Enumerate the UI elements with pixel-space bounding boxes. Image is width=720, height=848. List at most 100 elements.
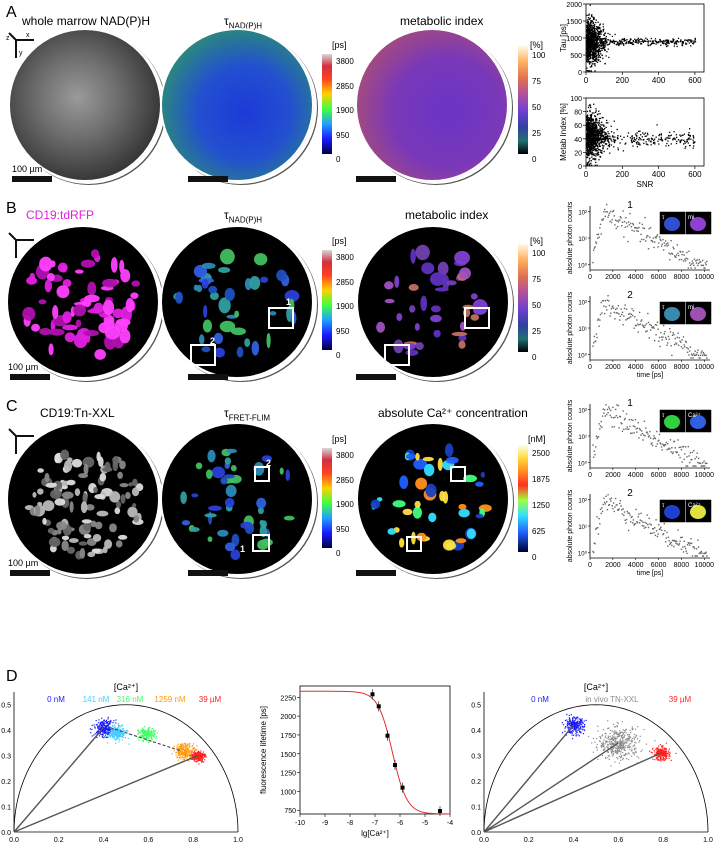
data-point xyxy=(667,136,669,138)
data-point xyxy=(630,42,633,45)
c-roi2-box-ca xyxy=(450,466,466,482)
phasor-point xyxy=(198,753,200,756)
decay-point xyxy=(686,258,689,260)
decay-point xyxy=(601,415,604,417)
scatter-frame xyxy=(585,97,705,167)
phasor-point xyxy=(575,730,577,733)
decay-point xyxy=(628,224,631,226)
phasor-point xyxy=(569,730,571,732)
cell-blob xyxy=(37,468,44,473)
decay-point xyxy=(643,227,646,230)
cell-blob xyxy=(51,482,57,487)
decay-point xyxy=(689,264,692,267)
phasor-point xyxy=(121,728,123,730)
cell-blob xyxy=(47,527,55,534)
inset-cell xyxy=(690,217,706,231)
data-point xyxy=(590,35,593,38)
cell-blob xyxy=(207,536,213,542)
decay-point xyxy=(633,327,635,329)
decay-point xyxy=(667,335,670,338)
data-point xyxy=(594,56,597,58)
decay-point xyxy=(691,542,693,545)
data-point xyxy=(586,126,588,128)
phasor-point xyxy=(196,745,198,747)
cell-blob xyxy=(71,458,83,468)
decay-point xyxy=(618,427,620,429)
data-point xyxy=(596,144,598,147)
phasor-point xyxy=(113,735,115,737)
data-point xyxy=(590,56,592,58)
data-point xyxy=(595,43,597,45)
decay-point xyxy=(624,519,626,521)
data-point xyxy=(686,140,688,143)
cell-blob xyxy=(225,484,237,498)
decay-point xyxy=(687,348,689,350)
decay-point xyxy=(649,523,651,525)
data-point xyxy=(599,133,601,135)
decay-point xyxy=(636,227,639,229)
data-point xyxy=(685,42,687,44)
data-point xyxy=(597,138,599,141)
decay-point xyxy=(678,446,681,449)
phasor-point xyxy=(186,753,188,755)
phasor-point xyxy=(183,758,186,761)
y-tick-label: 80 xyxy=(574,110,582,117)
data-point xyxy=(641,39,644,41)
data-point xyxy=(586,49,589,51)
data-point xyxy=(589,20,592,22)
data-point xyxy=(664,39,667,41)
decay-point xyxy=(653,246,655,249)
decay-point xyxy=(654,527,656,529)
phasor-point xyxy=(137,732,140,734)
phasor-point xyxy=(566,723,568,725)
data-point xyxy=(655,40,658,43)
data-point xyxy=(636,141,639,143)
decay-point xyxy=(703,460,705,462)
phasor-point xyxy=(186,755,188,758)
decay-point xyxy=(632,519,635,521)
data-point xyxy=(673,45,676,47)
data-point xyxy=(683,139,685,142)
data-point xyxy=(591,15,593,18)
data-point xyxy=(614,40,616,43)
decay-point xyxy=(655,519,657,521)
phasor-point xyxy=(193,758,196,761)
x-tick-label: 6000 xyxy=(651,364,667,371)
data-point xyxy=(601,144,604,146)
decay-point xyxy=(597,436,600,438)
decay-point xyxy=(655,445,657,447)
data-point xyxy=(595,129,597,132)
decay-point xyxy=(638,324,640,326)
data-point xyxy=(588,43,591,45)
data-point xyxy=(600,141,603,144)
phasor-point xyxy=(101,722,104,724)
y-tick-label: 0.5 xyxy=(471,703,481,710)
data-point xyxy=(596,153,598,155)
data-point xyxy=(588,51,590,53)
data-point xyxy=(597,136,599,138)
data-point xyxy=(586,116,589,118)
phasor-point xyxy=(182,756,184,759)
phasor-point xyxy=(150,734,153,736)
data-point xyxy=(590,43,593,45)
phasor-point xyxy=(100,722,102,724)
data-point xyxy=(597,132,600,135)
data-point xyxy=(623,40,625,42)
phasor-point xyxy=(118,725,120,727)
a-cbar2-ticks: 100 75 50 25 0 xyxy=(532,51,546,164)
data-point xyxy=(589,51,592,54)
data-point xyxy=(592,143,594,145)
data-point xyxy=(589,103,591,106)
phasor-point xyxy=(115,732,118,735)
cell-blob xyxy=(405,453,416,460)
phasor-point xyxy=(184,745,187,747)
data-point xyxy=(599,40,601,42)
data-point xyxy=(586,53,589,56)
phasor-point xyxy=(188,749,190,752)
decay-point xyxy=(612,209,615,212)
data-point xyxy=(630,42,632,44)
data-point xyxy=(595,31,597,33)
decay-point xyxy=(659,442,661,444)
data-point xyxy=(589,145,591,148)
decay-point xyxy=(618,508,620,510)
